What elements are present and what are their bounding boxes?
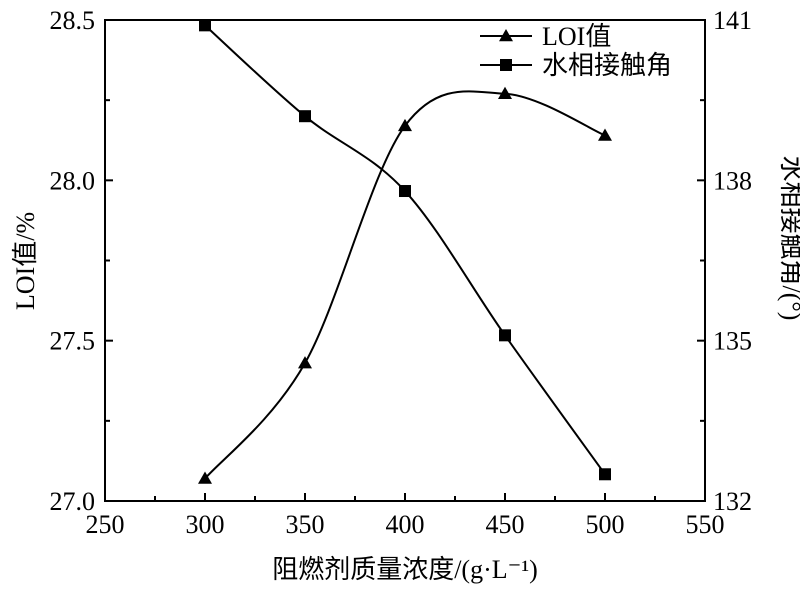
y-axis-title: LOI值/% [11, 212, 40, 310]
data-point-loi [198, 471, 212, 484]
legend-label-contact-angle: 水相接触角 [542, 51, 672, 80]
y-tick-label: 27.5 [50, 327, 96, 356]
y-tick-label: 28.0 [50, 166, 96, 195]
plot-frame [104, 19, 706, 502]
series-line-loi [204, 90, 606, 480]
y-tick-label: 28.5 [50, 6, 96, 35]
data-point-loi [498, 86, 512, 100]
data-point-contact-angle [199, 19, 211, 32]
y2-tick-label: 132 [713, 487, 752, 516]
legend-marker-loi [499, 29, 513, 42]
y-tick-label: 27.0 [50, 487, 96, 516]
legend-label-loi: LOI值 [542, 22, 611, 51]
data-point-contact-angle [399, 185, 411, 198]
x-tick-label: 450 [486, 510, 525, 539]
x-axis-title: 阻燃剂质量浓度/(g·L⁻¹) [272, 555, 538, 584]
data-point-contact-angle [599, 468, 611, 481]
series-layer [198, 19, 612, 484]
y2-tick-label: 141 [713, 6, 752, 35]
data-point-contact-angle [499, 329, 511, 342]
data-point-loi [598, 128, 612, 141]
x-tick-label: 350 [286, 510, 325, 539]
legend-marker-contact-angle [500, 59, 512, 71]
x-tick-label: 300 [186, 510, 225, 539]
y2-tick-label: 135 [713, 327, 752, 356]
axis-ticks: 250 300 350 400 450 500 550 27.0 27.5 28.0 28.5 132… [50, 6, 753, 539]
y2-tick-label: 138 [713, 166, 752, 195]
data-point-loi [298, 356, 312, 369]
x-tick-label: 500 [586, 510, 625, 539]
x-tick-label: 400 [386, 510, 425, 539]
data-point-loi [398, 118, 412, 132]
x-tick-label: 250 [86, 510, 125, 539]
x-tick-label: 550 [686, 510, 725, 539]
series-line-contact-angle [204, 24, 606, 475]
y2-axis-title: 水相接触角/(°) [777, 156, 800, 321]
data-point-contact-angle [299, 110, 311, 123]
